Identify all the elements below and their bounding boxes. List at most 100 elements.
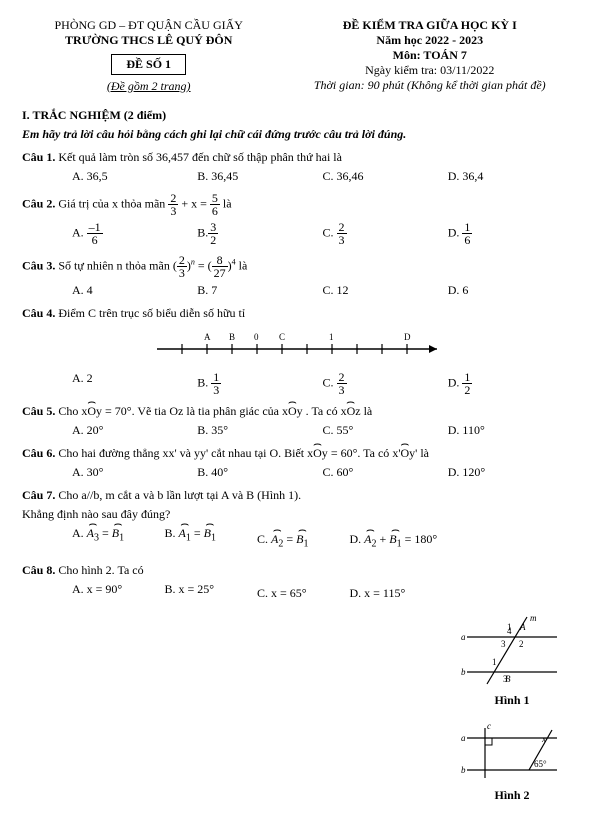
- q6-text-b: = 60°. Ta có: [331, 446, 393, 460]
- question-4: Câu 4. Điểm C trên trục số biểu diễn số …: [22, 306, 573, 396]
- svg-text:1: 1: [492, 657, 497, 667]
- q5-opt-d: D. 110°: [448, 423, 573, 438]
- svg-text:b: b: [461, 765, 466, 775]
- question-3: Câu 3. Số tự nhiên n thỏa mãn (23)n = (8…: [22, 254, 573, 298]
- q4-opt-c: C. 23: [323, 371, 448, 396]
- q1-text: Kết quả làm tròn số 36,457 đến chữ số th…: [58, 150, 342, 164]
- q2-opt-c: C. 23: [323, 221, 448, 246]
- svg-text:D: D: [404, 332, 411, 342]
- q5-arc-xoy: xOy: [81, 404, 102, 419]
- q6-text-c: là: [420, 446, 429, 460]
- header-left: PHÒNG GD – ĐT QUẬN CẦU GIẤY TRƯỜNG THCS …: [22, 18, 275, 94]
- q8-opt-c: C. x = 65°: [257, 586, 350, 601]
- q6-label: Câu 6.: [22, 446, 55, 460]
- q7-options: A. A3 = B1 B. A1 = B1 C. A2 = B1 D. A2 +…: [22, 526, 442, 549]
- q3-opt-d: D. 6: [448, 283, 573, 298]
- q3-exp2: 4: [232, 257, 236, 266]
- q5-opt-b: B. 35°: [197, 423, 322, 438]
- number-line: A B 0 C 1 D: [152, 329, 573, 367]
- question-2: Câu 2. Giá trị của x thỏa mãn 23 + x = 5…: [22, 192, 573, 246]
- q4-label: Câu 4.: [22, 306, 55, 320]
- q7-text: Cho a//b, m cắt a và b lần lượt tại A và…: [58, 488, 301, 502]
- duration: Thời gian: 90 phút (Không kể thời gian p…: [286, 78, 573, 93]
- q6-options: A. 30° B. 40° C. 60° D. 120°: [22, 465, 573, 480]
- q6-opt-d: D. 120°: [448, 465, 573, 480]
- svg-text:a: a: [461, 632, 466, 642]
- q2-opt-d: D. 16: [448, 221, 573, 246]
- q7-text2: Khẳng định nào sau đây đúng?: [22, 507, 442, 522]
- q5-arc-xoy2: xOy: [282, 404, 303, 419]
- q2-options: A. –16 B.32 C. 23 D. 16: [22, 221, 573, 246]
- question-8: Câu 8. Cho hình 2. Ta có A. x = 90° B. x…: [22, 563, 442, 601]
- q3-frac2: 827: [212, 254, 228, 279]
- q1-opt-c: C. 36,46: [323, 169, 448, 184]
- q4-opt-a: A. 2: [72, 371, 197, 396]
- q3-opt-a: A. 4: [72, 283, 197, 298]
- svg-text:3: 3: [501, 639, 506, 649]
- q2-opt-a: A. –16: [72, 221, 197, 246]
- q3-options: A. 4 B. 7 C. 12 D. 6: [22, 283, 573, 298]
- header: PHÒNG GD – ĐT QUẬN CẦU GIẤY TRƯỜNG THCS …: [22, 18, 573, 94]
- q7-opt-d: D. A2 + B1 = 180°: [350, 532, 443, 549]
- exam-number-box: ĐỀ SỐ 1: [111, 54, 186, 75]
- pages-note: (Đề gồm 2 trang): [22, 79, 275, 94]
- q7-opt-b: B. A1 = B1: [165, 526, 258, 549]
- q8-opt-d: D. x = 115°: [350, 586, 443, 601]
- instruction: Em hãy trả lời câu hỏi bằng cách ghi lại…: [22, 127, 573, 142]
- q8-options: A. x = 90° B. x = 25° C. x = 65° D. x = …: [22, 582, 442, 601]
- q2-frac2: 56: [210, 192, 220, 217]
- q5-opt-c: C. 55°: [323, 423, 448, 438]
- q4-options: A. 2 B. 13 C. 23 D. 12: [22, 371, 573, 396]
- svg-text:2: 2: [519, 639, 524, 649]
- q6-opt-b: B. 40°: [197, 465, 322, 480]
- question-1: Câu 1. Kết quả làm tròn số 36,457 đến ch…: [22, 150, 573, 184]
- q8-text: Cho hình 2. Ta có: [58, 563, 143, 577]
- number-line-svg: A B 0 C 1 D: [152, 329, 452, 363]
- q5-text-a: Cho: [58, 404, 81, 418]
- q3-frac1: 23: [177, 254, 187, 279]
- subject: Môn: TOÁN 7: [286, 48, 573, 63]
- figure-1-svg: m a b 1 A 2 3 4 1 B 3: [457, 612, 567, 687]
- figure-2-svg: a b c x 65°: [457, 720, 567, 782]
- q6-opt-c: C. 60°: [323, 465, 448, 480]
- q2-text-b: là: [223, 196, 232, 210]
- q5-text-b: = 70°. Vẽ tia Oz là tia phân giác của: [105, 404, 282, 418]
- q4-opt-d: D. 12: [448, 371, 573, 396]
- svg-text:B: B: [229, 332, 235, 342]
- svg-text:m: m: [530, 613, 537, 623]
- q6-arc-xoy2: x'Oy': [392, 446, 417, 461]
- q5-label: Câu 5.: [22, 404, 55, 418]
- section-1-title: I. TRẮC NGHIỆM (2 điểm): [22, 108, 573, 123]
- figure-2-label: Hình 2: [457, 788, 567, 803]
- header-right: ĐỀ KIỂM TRA GIỮA HỌC KỲ I Năm học 2022 -…: [286, 18, 573, 94]
- dept-line: PHÒNG GD – ĐT QUẬN CẦU GIẤY: [22, 18, 275, 33]
- q5-options: A. 20° B. 35° C. 55° D. 110°: [22, 423, 573, 438]
- svg-text:c: c: [487, 721, 491, 731]
- svg-text:1: 1: [329, 332, 334, 342]
- svg-text:x: x: [541, 734, 546, 744]
- figure-1-label: Hình 1: [457, 693, 567, 708]
- q1-options: A. 36,5 B. 36,45 C. 36,46 D. 36,4: [22, 169, 573, 184]
- q5-arc-xoz: xOz: [341, 404, 361, 419]
- q2-plus: + x =: [181, 196, 210, 210]
- q7-label: Câu 7.: [22, 488, 55, 502]
- q2-frac1: 23: [168, 192, 178, 217]
- exam-title: ĐỀ KIỂM TRA GIỮA HỌC KỲ I: [286, 18, 573, 33]
- svg-text:a: a: [461, 733, 466, 743]
- q3-opt-c: C. 12: [323, 283, 448, 298]
- svg-text:65°: 65°: [534, 759, 547, 769]
- q1-opt-b: B. 36,45: [197, 169, 322, 184]
- svg-text:C: C: [279, 332, 285, 342]
- svg-text:b: b: [461, 667, 466, 677]
- q7-opt-a: A. A3 = B1: [72, 526, 165, 549]
- q8-opt-b: B. x = 25°: [165, 582, 258, 601]
- q3-text-b: là: [239, 258, 248, 272]
- q1-opt-d: D. 36,4: [448, 169, 573, 184]
- q3-exp1: n: [191, 257, 195, 266]
- q2-opt-b: B.32: [197, 221, 322, 246]
- q4-opt-b: B. 13: [197, 371, 322, 396]
- q3-text-a: Số tự nhiên n thỏa mãn: [58, 258, 173, 272]
- q8-opt-a: A. x = 90°: [72, 582, 165, 601]
- q2-text-a: Giá trị của x thỏa mãn: [58, 196, 168, 210]
- q2-label: Câu 2.: [22, 196, 55, 210]
